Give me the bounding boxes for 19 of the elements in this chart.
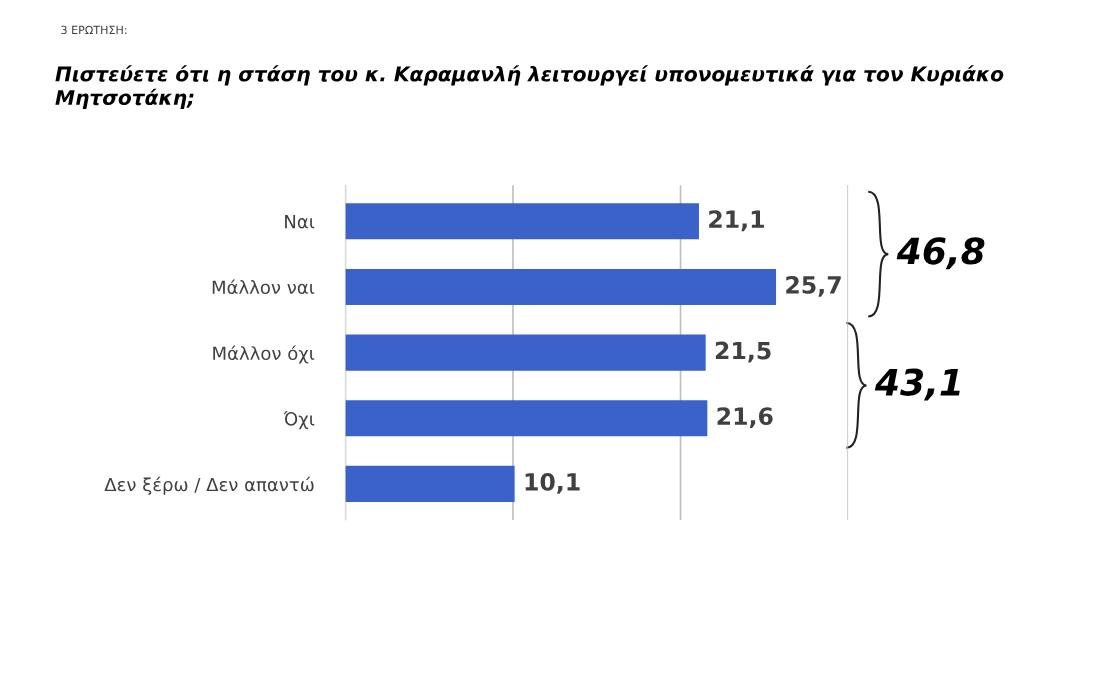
data-label: 21,1 (709, 210, 764, 232)
text: 3 ΕΡΩΤΗΣΗ: (61, 25, 127, 35)
y-tick-label: Μάλλον όχι (213, 345, 315, 364)
data-label: 25,7 (786, 275, 841, 297)
text: 43,1 (874, 368, 960, 401)
data-label: 21,6 (717, 407, 773, 429)
y-tick-label: Δεν ξέρω / Δεν απαντώ (104, 476, 314, 495)
y-tick-label: Μάλλον ναι (212, 279, 315, 295)
data-label: 21,5 (715, 341, 771, 363)
text: 46,8 (896, 237, 985, 270)
bar (345, 268, 777, 306)
y-tick-label: Ναι (285, 215, 315, 229)
bar (345, 203, 699, 240)
bar (345, 400, 708, 437)
bar (345, 465, 515, 502)
y-tick-label: Όχι (283, 411, 315, 430)
bar (345, 334, 706, 371)
data-label: 10,1 (525, 472, 580, 494)
chart-title: Πιστεύετε ότι η στάση του κ. Καραμανλή λειτουργεί υπονομευτικά για τον Κυριάκο Μητσοτάκη; (55, 65, 1004, 110)
